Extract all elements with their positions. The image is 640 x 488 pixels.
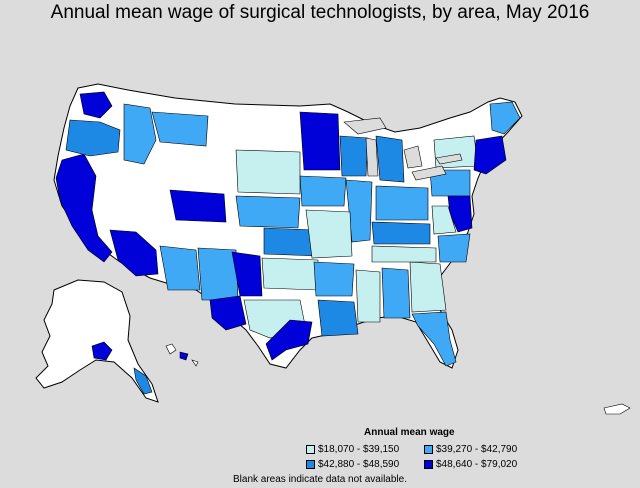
region-montana-bin2 [151, 111, 209, 147]
region-missouri-bin1 [305, 209, 353, 259]
legend-swatch-bin4 [424, 460, 433, 469]
puerto-rico-outline [603, 403, 631, 415]
legend-label-bin3: $42,880 - $48,590 [318, 459, 400, 470]
hawaii-islands [165, 343, 199, 367]
region-georgia-bin1 [409, 261, 447, 313]
region-washington-bin4 [79, 91, 113, 119]
legend-swatch-bin2 [424, 445, 433, 454]
alaska-outline [35, 279, 159, 403]
legend-label-bin2: $39,270 - $42,790 [436, 444, 518, 455]
region-new-england-bin4 [473, 135, 507, 175]
legend-title: Annual mean wage [364, 427, 455, 438]
region-oregon-bin3 [65, 119, 121, 157]
legend-item-bin3: $42,880 - $48,590 [306, 459, 424, 470]
region-new-mexico-bin2 [197, 247, 239, 301]
region-alabama-bin2 [381, 267, 411, 319]
region-arizona-bin2 [159, 245, 201, 291]
region-oklahoma-bin1 [261, 257, 319, 291]
region-iowa-bin2 [299, 175, 347, 207]
region-michigan-bin3 [375, 135, 405, 183]
region-southern-california-bin4 [109, 229, 159, 277]
legend-item-bin4: $48,640 - $79,020 [424, 459, 542, 470]
region-ohio-indiana-bin2 [375, 185, 429, 221]
region-dakotas-bin1 [235, 149, 301, 195]
region-mississippi-bin1 [355, 269, 381, 323]
region-texas-panhandle-bin4 [231, 251, 263, 297]
map-title: Annual mean wage of surgical technologis… [50, 2, 590, 23]
region-wisconsin-bin3 [339, 135, 369, 177]
region-carolinas-bin2 [437, 233, 471, 263]
great-lakes [343, 117, 463, 181]
legend-swatch-bin1 [306, 445, 315, 454]
region-houston-bin4 [265, 319, 313, 361]
legend-swatch-bin3 [306, 460, 315, 469]
region-virginia-bin1 [431, 205, 457, 235]
legend-label-bin4: $48,640 - $79,020 [436, 459, 518, 470]
region-nebraska-bin2 [235, 195, 301, 229]
region-pacific-coast-bin4 [55, 153, 113, 263]
alaska-region-bin4 [91, 341, 113, 361]
region-louisiana-bin3 [317, 299, 359, 337]
region-tennessee-bin1 [371, 245, 437, 263]
legend-label-bin1: $18,070 - $39,150 [318, 444, 400, 455]
footnote: Blank areas indicate data not available. [232, 474, 407, 485]
alaska-region-bin3 [133, 367, 153, 395]
region-maine-bin2 [489, 101, 521, 135]
region-west-texas-bin4 [209, 295, 247, 331]
region-idaho-bin2 [123, 103, 157, 165]
region-minnesota-bin4 [299, 111, 341, 171]
map-legend: $18,070 - $39,150 $39,270 - $42,790 $42,… [306, 444, 542, 470]
legend-item-bin2: $39,270 - $42,790 [424, 444, 542, 455]
region-arkansas-bin2 [313, 261, 355, 297]
legend-item-bin1: $18,070 - $39,150 [306, 444, 424, 455]
region-colorado-bin4 [169, 189, 227, 223]
region-florida-bin2 [411, 311, 457, 367]
region-kentucky-bin3 [371, 221, 431, 245]
